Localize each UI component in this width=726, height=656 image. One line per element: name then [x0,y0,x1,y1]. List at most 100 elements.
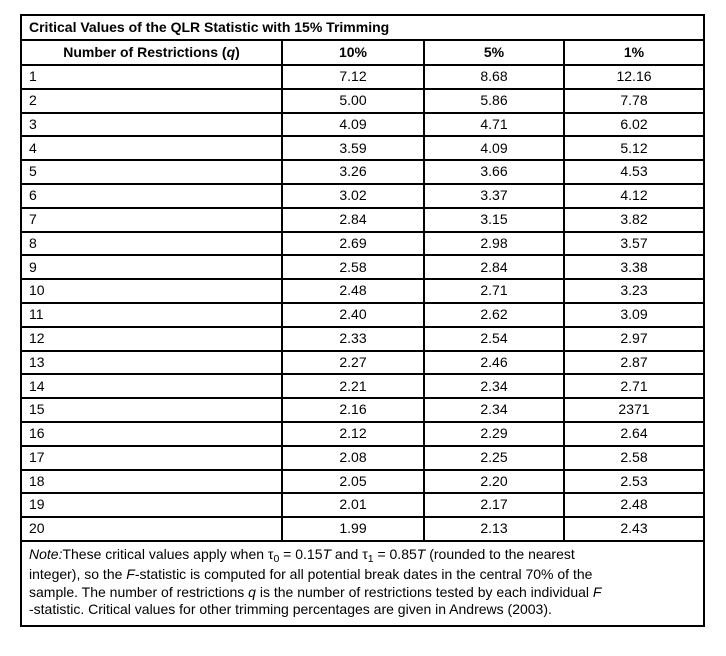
table-row: 15 2.16 2.34 2371 [20,397,706,423]
table-row: 16 2.12 2.29 2.64 [20,420,706,447]
note-segment: 1 [367,552,374,565]
cell-restrictions-q: 2 [20,87,283,114]
cell-10-percent: 2.16 [281,397,425,423]
cell-1-percent: 2.43 [562,516,706,542]
cell-restrictions-q: 16 [20,420,283,447]
cell-10-percent: 7.12 [281,64,425,90]
cell-10-percent: 2.84 [281,206,425,233]
cell-10-percent: 3.02 [281,182,425,209]
cell-1-percent: 6.02 [562,111,706,138]
cell-restrictions-q: 19 [20,492,283,519]
cell-10-percent: 2.01 [281,492,425,519]
table-row: 1 7.12 8.68 12.16 [20,64,706,90]
table-row: 19 2.01 2.17 2.48 [20,492,706,519]
cell-5-percent: 3.15 [423,206,565,233]
cell-5-percent: 2.46 [423,349,565,376]
table-note-cell: Note:These critical values apply when τ0… [19,539,706,627]
cell-restrictions-q: 3 [20,111,283,138]
table-row: 5 3.26 3.66 4.53 [20,159,706,185]
table-row: 3 4.09 4.71 6.02 [20,111,706,138]
table-header-row: Number of Restrictions (q) 10% 5% 1% [20,39,706,66]
table-title: Critical Values of the QLR Statistic wit… [19,14,706,41]
note-segment: T [416,545,426,562]
table-foot: Note:These critical values apply when τ0… [19,539,706,627]
cell-5-percent: 2.98 [423,230,565,257]
cell-1-percent: 2.87 [562,349,706,376]
note-segment: is the number of restrictions tested by … [255,583,593,600]
cell-10-percent: 4.09 [281,111,425,138]
cell-10-percent: 2.33 [281,325,425,352]
note-segment: integer), so the [29,566,127,583]
cell-5-percent: 2.17 [423,492,565,519]
header-5-percent: 5% [423,39,565,66]
cell-1-percent: 2.53 [562,468,706,495]
table-row: 7 2.84 3.15 3.82 [20,206,706,233]
note-segment: τ [267,545,274,562]
note-segment: (rounded to the nearest [425,545,575,562]
cell-restrictions-q: 15 [20,397,283,423]
note-segment: -statistic. Critical values for other tr… [29,601,552,618]
cell-10-percent: 5.00 [281,87,425,114]
cell-restrictions-q: 20 [20,516,283,542]
cell-1-percent: 12.16 [562,64,706,90]
cell-5-percent: 3.66 [423,159,565,185]
cell-1-percent: 2371 [562,397,706,423]
note-segment: τ [362,545,368,562]
note-segment: q [248,583,256,600]
cell-5-percent: 8.68 [423,64,565,90]
header-10-percent: 10% [281,39,425,66]
cell-10-percent: 3.26 [281,159,425,185]
cell-5-percent: 4.71 [423,111,565,138]
cell-restrictions-q: 7 [20,206,283,233]
cell-10-percent: 2.69 [281,230,425,257]
note-segment: F [126,566,135,583]
cell-restrictions-q: 14 [20,373,283,400]
cell-restrictions-q: 5 [20,159,283,185]
table-body: 1 7.12 8.68 12.16 2 5.00 5.86 7.78 3 4.0… [20,64,706,542]
cell-1-percent: 2.58 [562,444,706,471]
cell-5-percent: 4.09 [423,135,565,162]
cell-5-percent: 2.84 [423,254,565,281]
cell-restrictions-q: 17 [20,444,283,471]
note-segment: These critical values apply when [62,545,268,562]
note-segment: -statistic is computed for all potential… [134,566,593,583]
header-restrictions-suffix: ) [235,43,240,60]
cell-restrictions-q: 1 [20,64,283,90]
cell-10-percent: 2.48 [281,278,425,304]
table-row: 2 5.00 5.86 7.78 [20,87,706,114]
table-row: 12 2.33 2.54 2.97 [20,325,706,352]
table-row: 11 2.40 2.62 3.09 [20,301,706,328]
cell-1-percent: 3.23 [562,278,706,304]
cell-1-percent: 2.71 [562,373,706,400]
table-row: 14 2.21 2.34 2.71 [20,373,706,400]
cell-1-percent: 3.09 [562,301,706,328]
cell-5-percent: 2.54 [423,325,565,352]
cell-restrictions-q: 12 [20,325,283,352]
cell-1-percent: 2.97 [562,325,706,352]
note-segment: = 0.15 [279,545,323,562]
note-segment: F [592,583,602,600]
cell-10-percent: 2.08 [281,444,425,471]
cell-5-percent: 2.29 [423,420,565,447]
table-row: 6 3.02 3.37 4.12 [20,182,706,209]
header-restrictions-q-symbol: q [226,43,236,60]
cell-5-percent: 2.34 [423,397,565,423]
note-segment: 0 [273,552,280,565]
cell-5-percent: 3.37 [423,182,565,209]
header-restrictions-prefix: Number of Restrictions ( [63,43,227,60]
cell-restrictions-q: 18 [20,468,283,495]
cell-restrictions-q: 11 [20,301,283,328]
table-note-row: Note:These critical values apply when τ0… [19,539,706,627]
note-segment: T [322,545,332,562]
cell-10-percent: 1.99 [281,516,425,542]
header-number-of-restrictions: Number of Restrictions (q) [20,39,283,66]
qlr-critical-values-table: Critical Values of the QLR Statistic wit… [19,14,706,627]
cell-5-percent: 2.62 [423,301,565,328]
cell-1-percent: 5.12 [562,135,706,162]
cell-1-percent: 3.38 [562,254,706,281]
cell-10-percent: 2.27 [281,349,425,376]
cell-5-percent: 2.25 [423,444,565,471]
note-segment: and [331,545,363,562]
cell-1-percent: 3.82 [562,206,706,233]
